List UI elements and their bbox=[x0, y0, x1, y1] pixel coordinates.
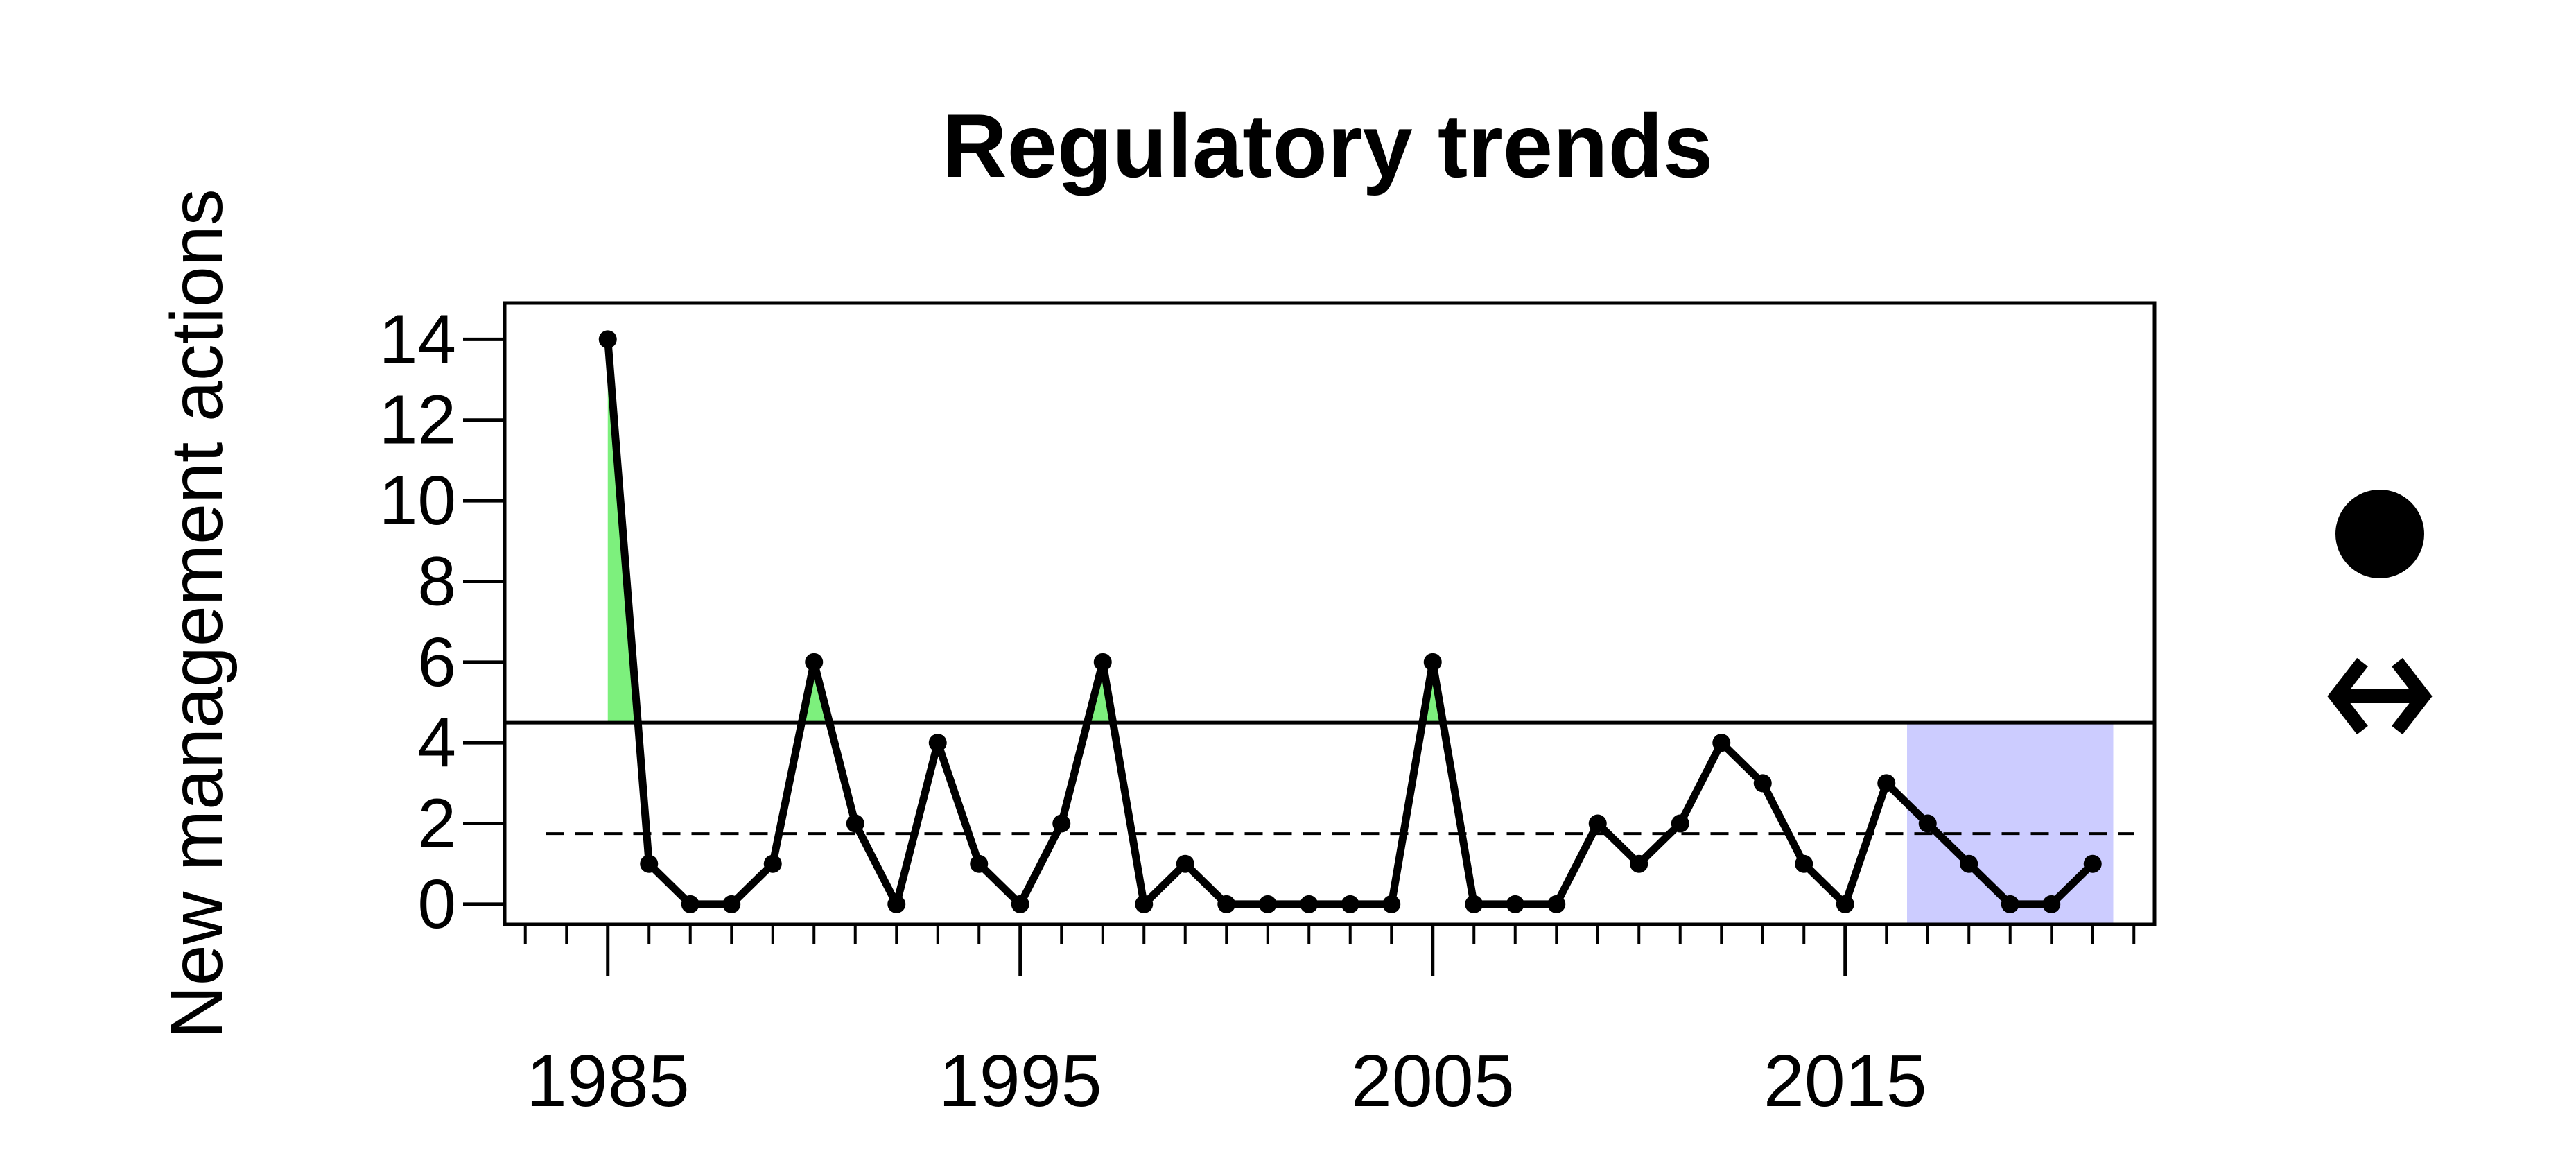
data-point bbox=[1753, 774, 1772, 793]
data-point bbox=[1341, 895, 1359, 913]
data-point bbox=[1052, 814, 1071, 833]
y-tick-label: 4 bbox=[417, 704, 456, 782]
data-point bbox=[928, 734, 947, 752]
y-tick-label: 8 bbox=[417, 542, 456, 620]
data-point bbox=[2042, 895, 2061, 913]
data-point bbox=[2001, 895, 2019, 913]
data-point bbox=[2083, 854, 2102, 873]
data-point bbox=[722, 895, 741, 913]
data-point bbox=[1506, 895, 1524, 913]
data-point bbox=[1300, 895, 1319, 913]
data-point bbox=[1176, 854, 1194, 873]
data-point bbox=[598, 330, 617, 349]
recent-period-shade bbox=[1907, 723, 2114, 924]
data-point bbox=[1465, 895, 1483, 913]
data-point bbox=[681, 895, 699, 913]
y-tick-label: 12 bbox=[379, 381, 456, 459]
y-tick-label: 10 bbox=[379, 462, 456, 540]
data-point bbox=[1547, 895, 1566, 913]
plot-frame bbox=[503, 301, 2157, 926]
data-point bbox=[1712, 734, 1731, 752]
x-tick-label: 1985 bbox=[526, 1040, 690, 1122]
data-point bbox=[1918, 814, 1937, 833]
data-point bbox=[1382, 895, 1401, 913]
legend-icons bbox=[2327, 490, 2433, 735]
chart-title: Regulatory trends bbox=[942, 95, 1713, 196]
data-point bbox=[1423, 653, 1442, 671]
data-point bbox=[640, 854, 659, 873]
y-axis-label: New management actions bbox=[156, 189, 238, 1039]
data-point bbox=[1093, 653, 1112, 671]
data-point bbox=[1217, 895, 1236, 913]
data-point bbox=[1588, 814, 1607, 833]
data-point bbox=[763, 854, 782, 873]
data-point bbox=[1135, 895, 1154, 913]
series-line bbox=[604, 338, 2096, 908]
y-tick-label: 6 bbox=[417, 623, 456, 701]
filled-circle-icon bbox=[2335, 490, 2424, 578]
data-point bbox=[887, 895, 906, 913]
data-point bbox=[805, 653, 824, 671]
plot-area bbox=[505, 330, 2155, 924]
x-tick-label: 1995 bbox=[939, 1040, 1102, 1122]
data-point bbox=[846, 814, 864, 833]
x-tick-label: 2005 bbox=[1351, 1040, 1515, 1122]
data-point bbox=[1011, 895, 1029, 913]
double-arrow-icon bbox=[2327, 657, 2433, 735]
data-point bbox=[1877, 774, 1896, 793]
data-point bbox=[1795, 854, 1813, 873]
data-point bbox=[1836, 895, 1854, 913]
x-tick-label: 2015 bbox=[1764, 1040, 1927, 1122]
data-point bbox=[1960, 854, 1978, 873]
data-point bbox=[970, 854, 989, 873]
y-tick-label: 14 bbox=[379, 300, 456, 378]
y-tick-label: 0 bbox=[417, 865, 456, 943]
y-tick-label: 2 bbox=[417, 785, 456, 863]
data-point bbox=[1671, 814, 1689, 833]
data-point bbox=[1258, 895, 1277, 913]
data-point bbox=[1630, 854, 1648, 873]
